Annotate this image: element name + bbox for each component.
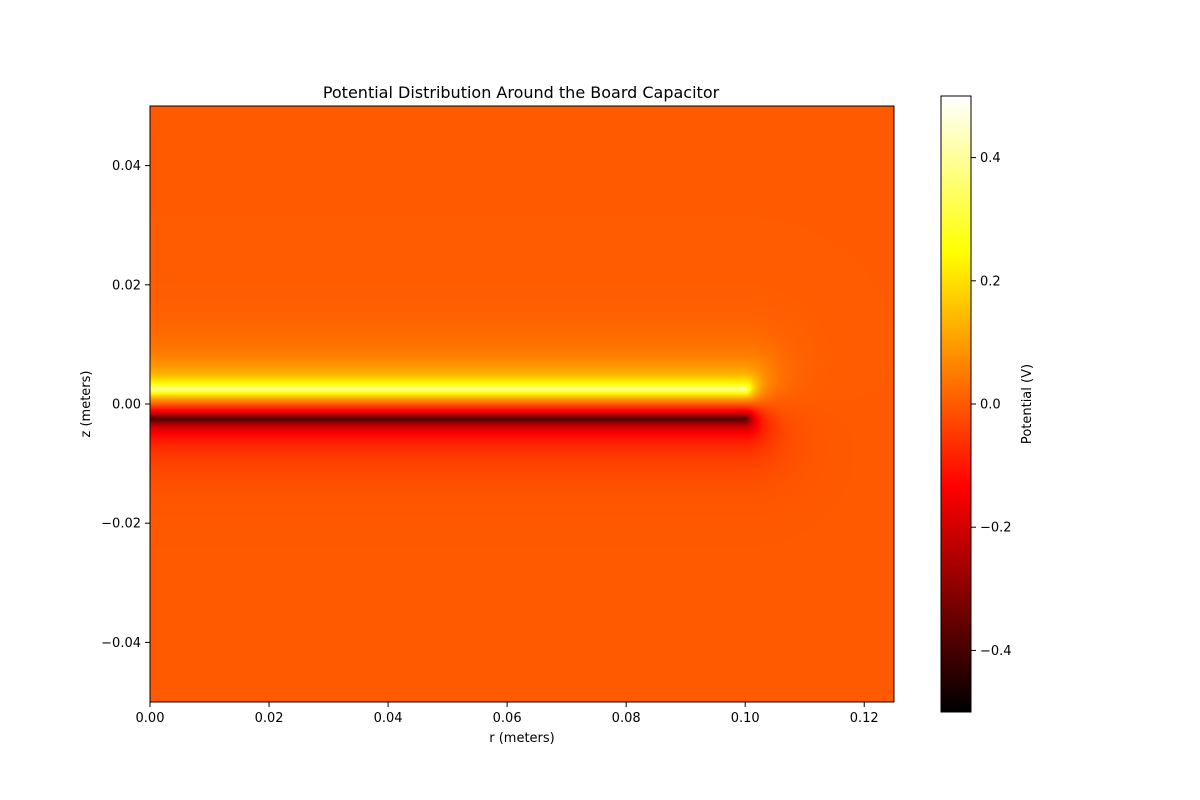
plot-area: [149, 105, 895, 703]
x-axis-label: r (meters): [489, 731, 555, 746]
y-tick-label: 0.04: [112, 159, 141, 174]
heatmap-image: [150, 106, 894, 702]
x-tick-label: 0.06: [493, 711, 522, 726]
colorbar-ticks: −0.4 −0.2 0.0 0.2 0.4: [971, 151, 1012, 659]
y-tick-label: −0.02: [101, 517, 141, 532]
y-tick-label: 0.02: [112, 278, 141, 293]
colorbar-tick-label: −0.2: [980, 521, 1012, 536]
x-tick-label: 0.04: [374, 711, 403, 726]
colorbar-label: Potential (V): [1020, 364, 1035, 444]
x-tick-label: 0.02: [255, 711, 284, 726]
x-tick-label: 0.10: [731, 711, 760, 726]
chart-title: Potential Distribution Around the Board …: [323, 83, 720, 102]
colorbar-gradient: [941, 96, 971, 712]
x-tick-label: 0.08: [612, 711, 641, 726]
y-axis-label: z (meters): [79, 371, 94, 438]
x-tick-label: 0.00: [136, 711, 165, 726]
y-axis-ticks: −0.04 −0.02 0.00 0.02 0.04: [101, 159, 150, 651]
y-tick-label: −0.04: [101, 636, 141, 651]
colorbar-tick-label: 0.4: [980, 151, 1001, 166]
colorbar: −0.4 −0.2 0.0 0.2 0.4 Potential (V): [940, 95, 1035, 713]
x-tick-label: 0.12: [850, 711, 879, 726]
y-tick-label: 0.00: [112, 398, 141, 413]
colorbar-tick-label: −0.4: [980, 644, 1012, 659]
colorbar-tick-label: 0.0: [980, 398, 1001, 413]
colorbar-tick-label: 0.2: [980, 274, 1001, 289]
x-axis-ticks: 0.00 0.02 0.04 0.06 0.08 0.10 0.12: [136, 702, 879, 726]
